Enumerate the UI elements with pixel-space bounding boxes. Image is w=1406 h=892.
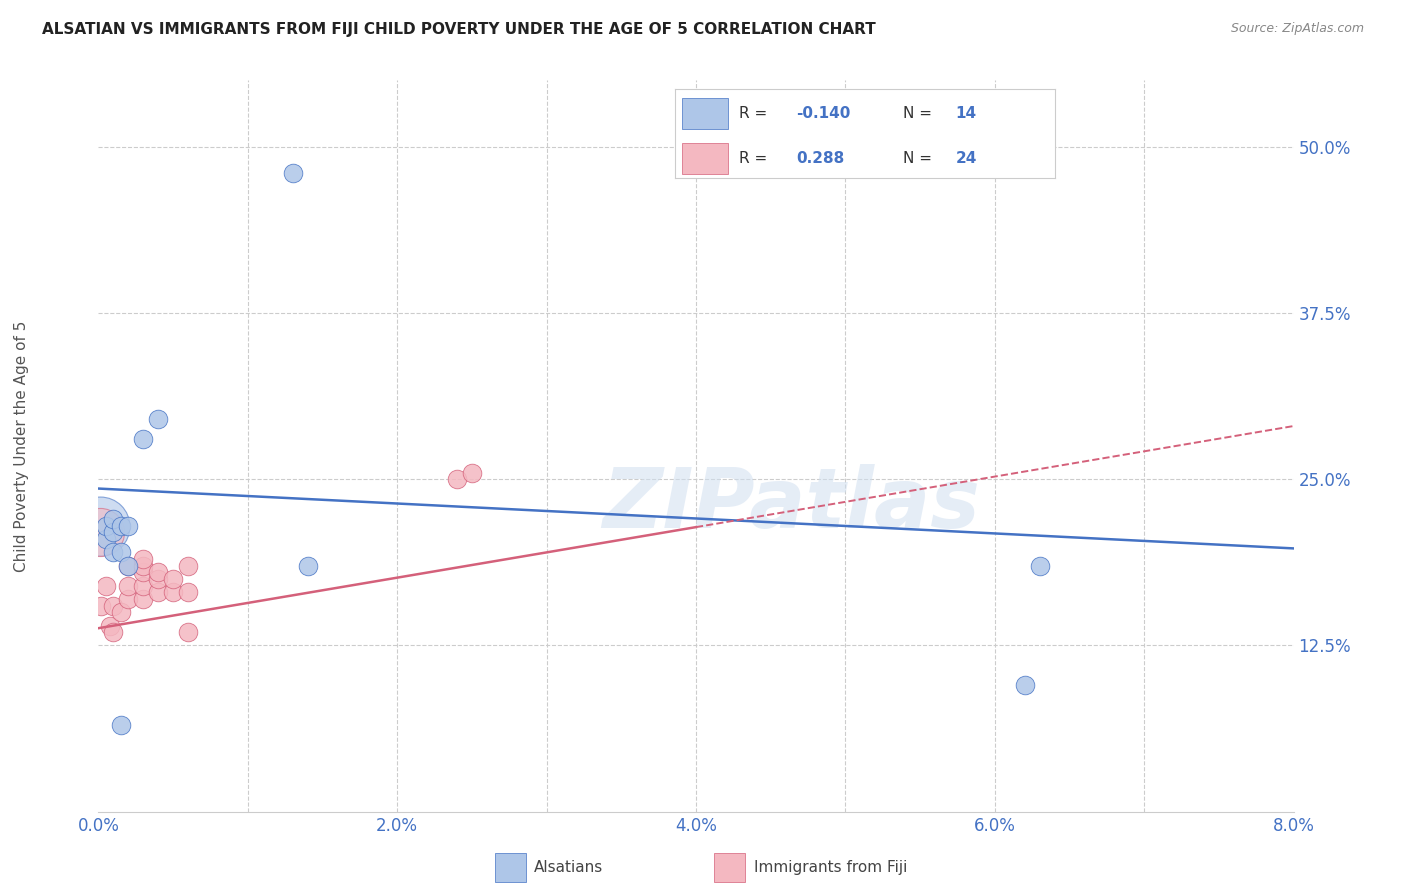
Point (103, 599, 125, 613)
Point (177, 625, 200, 640)
Point (94, 518, 117, 533)
Point (110, 605, 132, 619)
Point (132, 433, 155, 447)
Text: -0.140: -0.140 (796, 106, 851, 121)
Point (162, 585, 184, 599)
Point (89, 525, 111, 540)
Point (94, 579, 117, 593)
Point (117, 558, 139, 573)
Point (281, 166, 304, 180)
Bar (682, 98, 728, 129)
Point (461, 466, 484, 480)
Text: R =: R = (740, 106, 772, 121)
Point (132, 558, 155, 573)
Point (103, 512, 125, 526)
Text: ZIPatlas: ZIPatlas (603, 464, 980, 545)
Point (148, 585, 170, 599)
Bar (495, 854, 526, 881)
Text: Immigrants from Fiji: Immigrants from Fiji (754, 860, 907, 875)
Bar (714, 854, 745, 881)
Point (1014, 678, 1036, 692)
Y-axis label: Child Poverty Under the Age of 5: Child Poverty Under the Age of 5 (14, 320, 30, 572)
Text: Source: ZipAtlas.com: Source: ZipAtlas.com (1230, 22, 1364, 36)
Text: 0.288: 0.288 (796, 151, 845, 166)
Bar (682, 143, 728, 174)
Point (110, 718, 132, 732)
Point (177, 585, 200, 599)
Point (89, 518, 111, 533)
Point (162, 572, 184, 586)
Text: N =: N = (903, 106, 936, 121)
Point (117, 518, 139, 533)
Point (110, 545, 132, 559)
Point (132, 552, 155, 566)
Point (103, 525, 125, 540)
Point (148, 566, 170, 580)
Point (177, 558, 200, 573)
Point (132, 579, 155, 593)
Text: Alsatians: Alsatians (534, 860, 603, 875)
Point (446, 472, 468, 486)
Point (132, 566, 155, 580)
Point (90, 599, 112, 613)
Text: 24: 24 (956, 151, 977, 166)
Point (117, 579, 139, 593)
Point (148, 412, 170, 426)
Point (103, 545, 125, 559)
Text: N =: N = (903, 151, 936, 166)
Text: ALSATIAN VS IMMIGRANTS FROM FIJI CHILD POVERTY UNDER THE AGE OF 5 CORRELATION CH: ALSATIAN VS IMMIGRANTS FROM FIJI CHILD P… (42, 22, 876, 37)
Point (94, 532, 117, 546)
Point (132, 591, 155, 606)
Point (98, 618, 122, 632)
Point (148, 572, 170, 586)
Point (110, 518, 132, 533)
Point (103, 625, 125, 640)
Point (117, 558, 139, 573)
Point (297, 558, 319, 573)
Point (1028, 558, 1050, 573)
Point (117, 591, 139, 606)
Text: R =: R = (740, 151, 778, 166)
Text: 14: 14 (956, 106, 977, 121)
